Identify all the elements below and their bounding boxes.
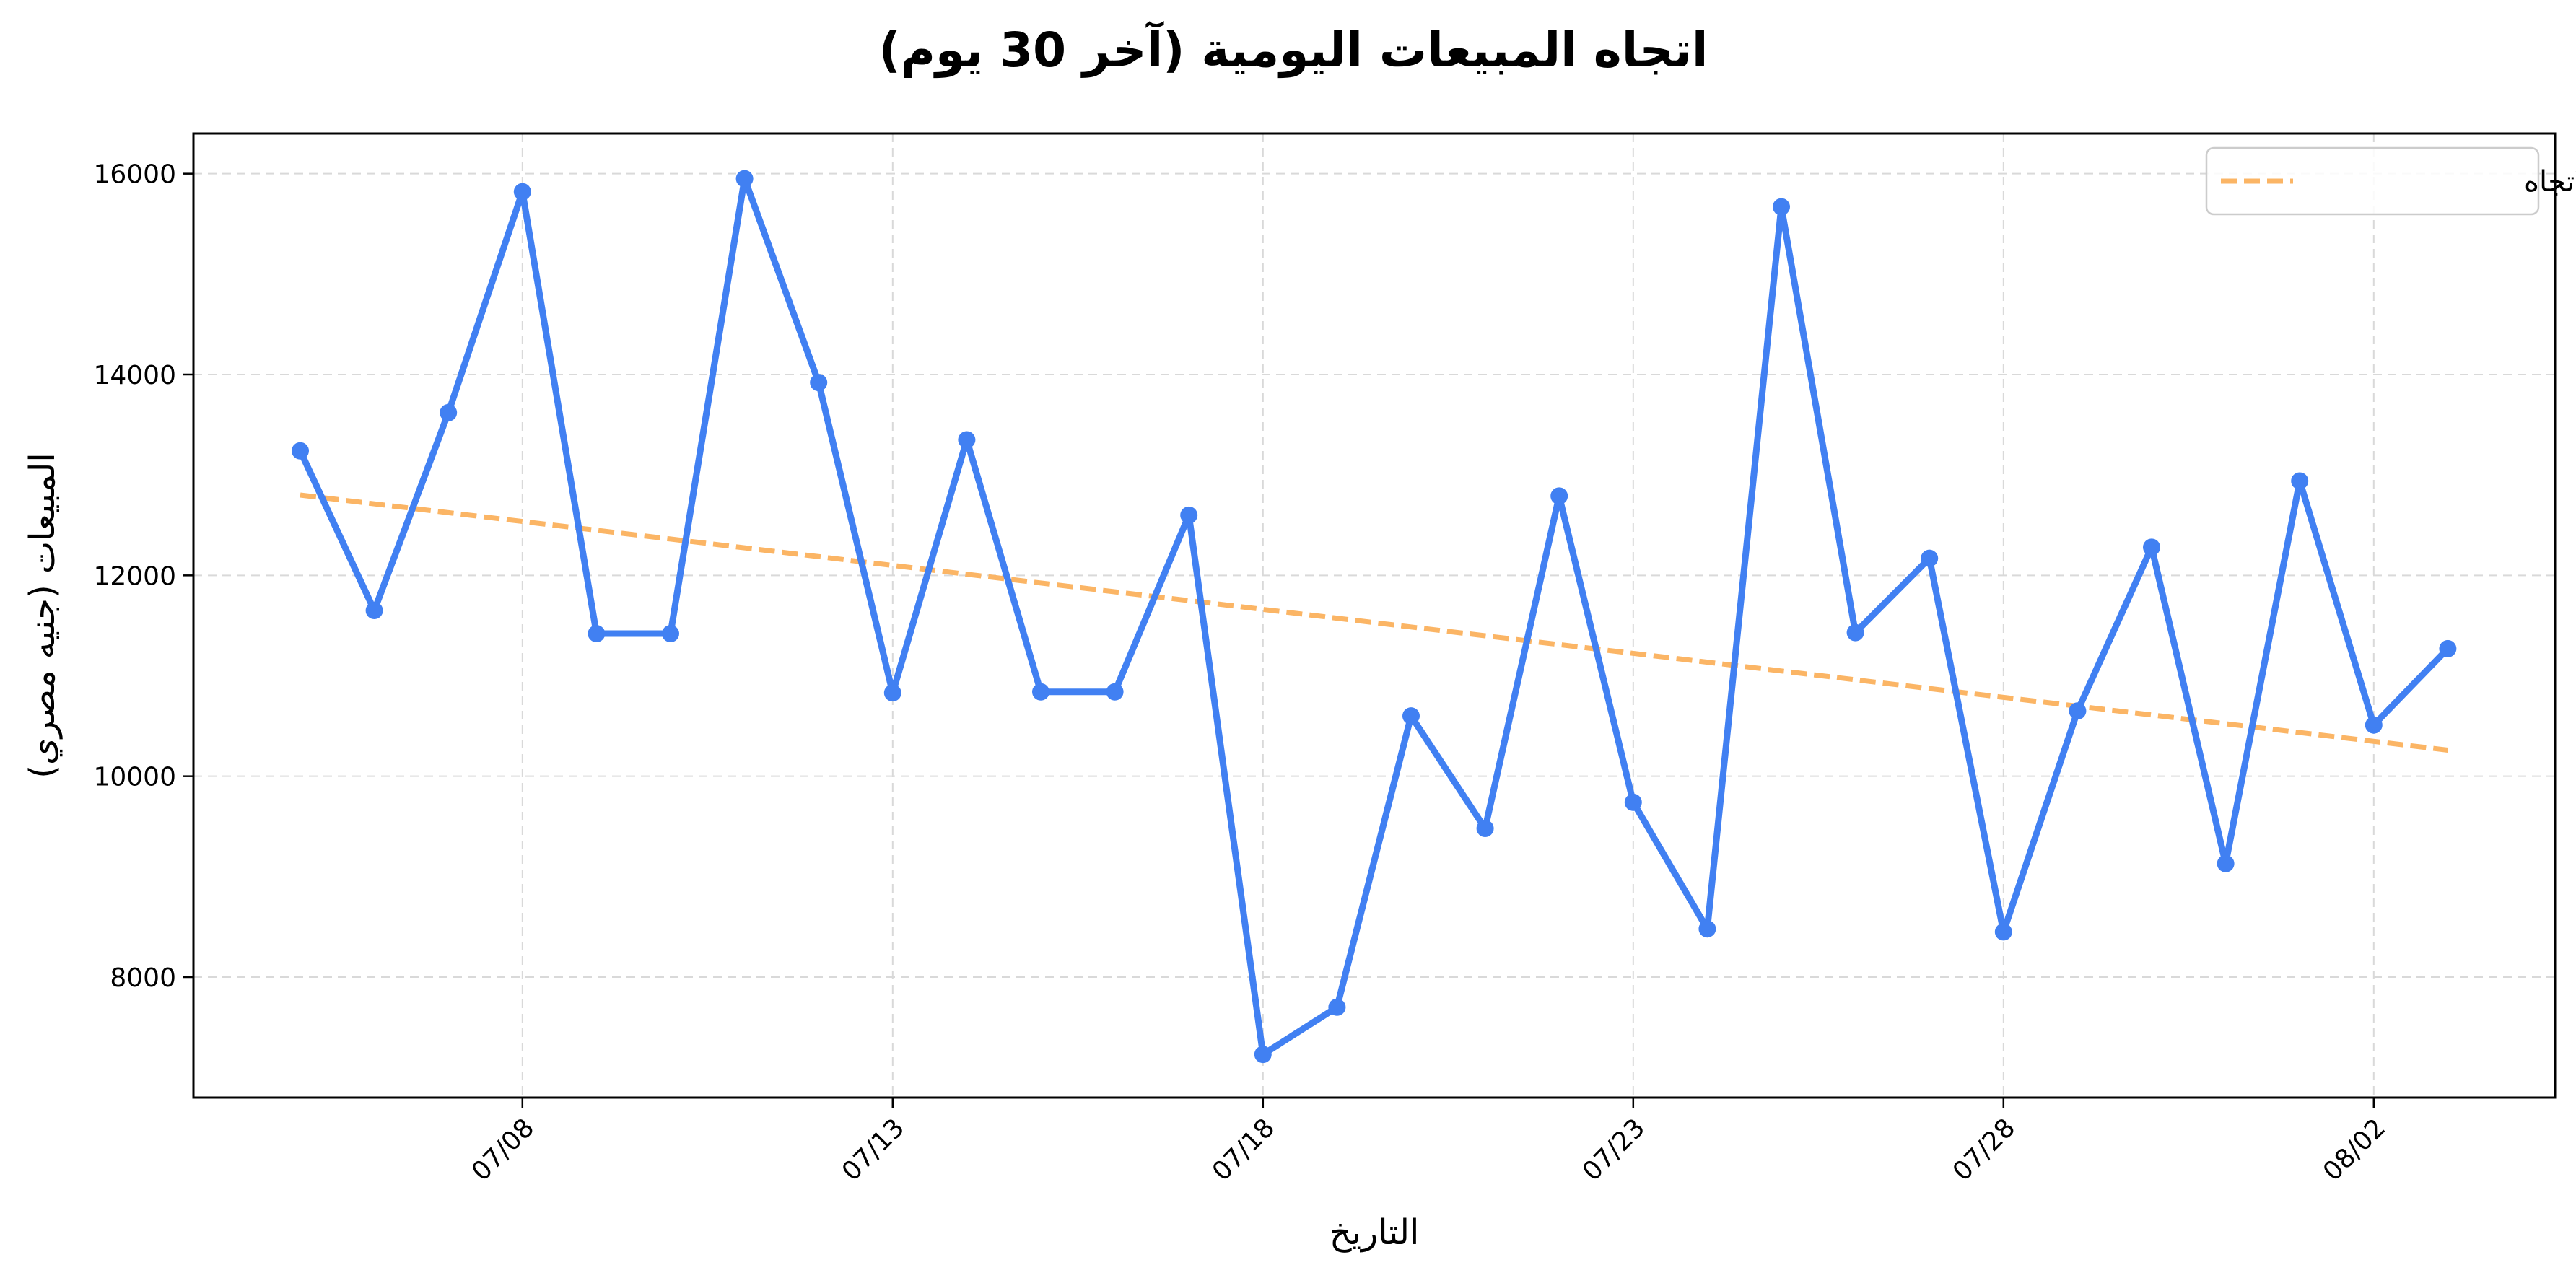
data-point <box>1106 683 1124 701</box>
y-tick-label: 8000 <box>110 963 176 993</box>
data-point <box>1624 793 1642 811</box>
trend-line <box>300 492 2448 753</box>
data-point <box>1698 920 1716 938</box>
data-point <box>958 431 976 449</box>
data-point <box>1846 623 1864 642</box>
data-point <box>1402 707 1420 725</box>
chart-title: اتجاه المبيعات اليومية (آخر 30 يوم) <box>878 20 1708 79</box>
data-point <box>2143 538 2160 556</box>
legend: خط الاتجاه <box>2205 146 2576 216</box>
y-axis-label: المبيعات (جنيه مصري) <box>22 452 63 778</box>
data-point <box>1254 1046 1272 1064</box>
data-point <box>1032 683 1049 701</box>
x-axis-label: التاريخ <box>1330 1212 1420 1253</box>
legend-trend-label: خط الاتجاه <box>2524 165 2576 198</box>
data-point <box>292 442 309 460</box>
sales-series <box>292 170 2457 1064</box>
data-point <box>735 170 754 188</box>
y-tick-label: 10000 <box>93 763 176 792</box>
data-point <box>883 684 901 702</box>
trend-series <box>300 492 2448 753</box>
data-point <box>2291 472 2309 490</box>
plot-frame <box>192 132 2557 1099</box>
data-point <box>1328 998 1346 1016</box>
data-point <box>1773 198 1790 216</box>
data-point <box>1994 923 2012 941</box>
data-point <box>1180 506 1198 524</box>
data-point <box>588 625 606 643</box>
y-tick-label: 16000 <box>93 160 176 190</box>
data-point <box>440 403 458 421</box>
data-point <box>2069 702 2087 720</box>
data-point <box>1476 820 1494 838</box>
y-tick-label: 12000 <box>93 561 176 591</box>
data-point <box>513 183 531 201</box>
data-point <box>810 374 828 392</box>
data-point <box>2439 639 2457 657</box>
data-point <box>1550 487 1568 505</box>
data-point <box>662 625 679 643</box>
y-tick-label: 14000 <box>93 361 176 390</box>
data-point <box>2365 716 2383 734</box>
legend-frame <box>2205 146 2540 216</box>
data-point <box>1921 549 1939 567</box>
sales-line <box>297 175 2450 1058</box>
y-axis-ticks: 8000 10000 12000 14000 16000 <box>93 160 193 993</box>
data-point <box>2217 854 2235 872</box>
data-point <box>365 602 383 620</box>
